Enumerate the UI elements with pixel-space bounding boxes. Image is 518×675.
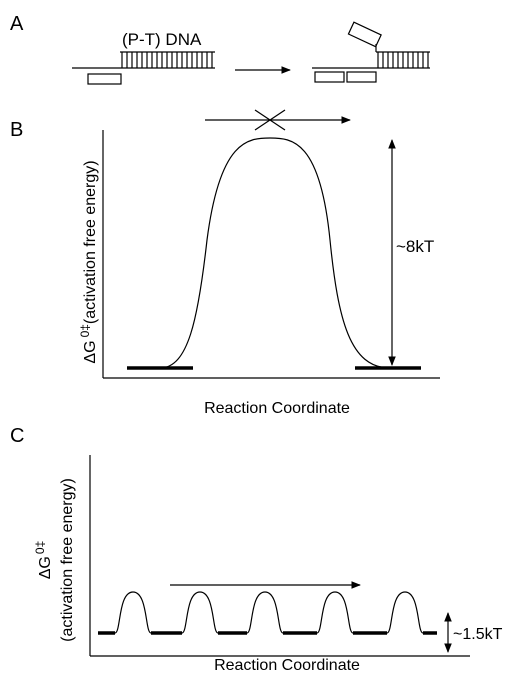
barrier-label: ~1.5kT	[453, 626, 503, 643]
energy-barrier	[159, 137, 391, 369]
small-barrier	[114, 591, 152, 634]
energy-landscape	[98, 591, 437, 635]
y-axis-label: ΔG 0‡(activation free energy)	[78, 160, 99, 363]
y-superscript: 0‡	[78, 324, 92, 337]
small-barrier	[246, 591, 284, 634]
small-barrier	[316, 591, 354, 634]
small-barrier	[386, 591, 424, 634]
dna-label: (P-T) DNA	[122, 30, 202, 49]
cross	[254, 109, 286, 131]
y-description: (activation free energy)	[82, 160, 99, 324]
dna-with-proteins	[312, 21, 430, 83]
barrier-label: ~8kT	[396, 237, 434, 256]
panel-label: A	[10, 13, 24, 35]
panel-label: C	[10, 425, 24, 447]
x-axis-label: Reaction Coordinate	[204, 400, 350, 417]
dna-primer-template	[72, 51, 215, 85]
y-axis-label: (activation free energy)	[59, 478, 76, 642]
panel-label: B	[10, 119, 23, 141]
y-superscript: 0‡	[33, 541, 47, 554]
y-symbol: ΔG	[82, 340, 99, 363]
y-symbol: ΔG	[37, 556, 54, 579]
y-axis-label: ΔG 0‡	[33, 541, 54, 580]
x-axis-label: Reaction Coordinate	[214, 657, 360, 674]
small-barrier	[181, 591, 219, 634]
